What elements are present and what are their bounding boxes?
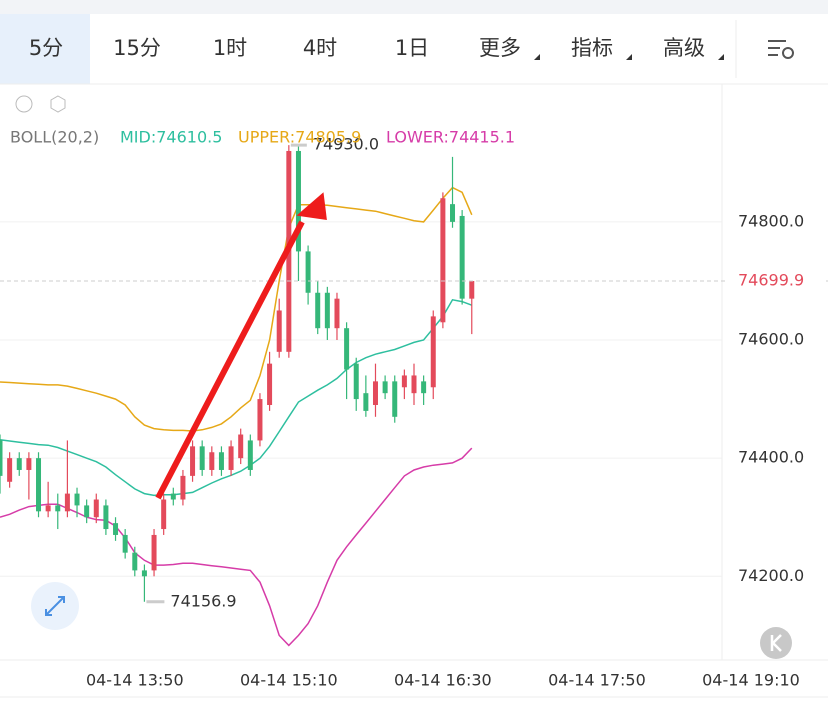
candle-body xyxy=(103,505,109,530)
x-tick-label: 04-14 17:50 xyxy=(548,671,646,690)
candle-body xyxy=(7,458,13,482)
candle-body xyxy=(295,150,301,252)
candle-body xyxy=(199,446,205,470)
candle-body xyxy=(209,452,215,470)
x-tick-label: 04-14 13:50 xyxy=(86,671,184,690)
boll-name: BOLL(20,2) xyxy=(10,128,99,147)
tab[interactable]: 1日 xyxy=(395,36,429,60)
candle-body xyxy=(16,458,22,470)
boll-line xyxy=(0,298,473,497)
tab[interactable]: 指标 xyxy=(571,36,613,60)
last-price-label: 74699.9 xyxy=(738,270,804,289)
candle-body xyxy=(36,458,42,512)
candle-body xyxy=(411,375,417,394)
candle-body xyxy=(305,251,311,293)
y-tick-label: 74800.0 xyxy=(738,211,804,230)
active-tab-bg xyxy=(0,14,90,84)
candle-body xyxy=(151,534,157,571)
candle-body xyxy=(238,434,244,459)
boll-mid: MID:74610.5 xyxy=(120,128,222,147)
candle-body xyxy=(247,440,253,470)
dropdown-caret xyxy=(626,54,632,60)
candle-body xyxy=(170,493,176,500)
boll-upper: UPPER:74805.9 xyxy=(238,128,361,147)
last-price-bg xyxy=(728,269,824,292)
tab[interactable]: 4时 xyxy=(303,36,337,60)
candle-body xyxy=(64,493,70,512)
expand-button[interactable] xyxy=(31,582,79,630)
collapse-icon[interactable] xyxy=(15,95,33,113)
candle-body xyxy=(276,310,282,352)
candle-body xyxy=(257,399,263,441)
settings-hex-icon[interactable] xyxy=(50,95,66,113)
candle-body xyxy=(93,499,99,518)
candle-body xyxy=(440,198,446,323)
candle-body xyxy=(363,393,369,411)
candle-body xyxy=(45,505,51,512)
candle-body xyxy=(315,292,321,329)
low-label: 74156.9 xyxy=(170,591,236,610)
y-tick-label: 74400.0 xyxy=(738,448,804,467)
boll-line xyxy=(0,447,473,647)
candle-body xyxy=(141,570,147,577)
candle-body xyxy=(372,381,378,405)
settings-icon[interactable] xyxy=(768,40,794,59)
k-button[interactable] xyxy=(760,627,792,659)
tab[interactable]: 15分 xyxy=(113,36,161,60)
tab[interactable]: 更多 xyxy=(479,36,521,60)
candle-body xyxy=(459,215,465,299)
candle-body xyxy=(190,446,196,476)
dropdown-caret xyxy=(534,54,540,60)
candle-body xyxy=(401,375,407,388)
candle-body xyxy=(392,381,398,417)
top-strip xyxy=(0,0,828,14)
candle-body xyxy=(132,552,138,571)
boll-line xyxy=(0,186,473,432)
candle-body xyxy=(161,499,167,530)
candle-body xyxy=(84,505,90,518)
trend-arrow xyxy=(155,192,327,500)
candle-body xyxy=(469,280,475,299)
candle-body xyxy=(180,475,186,500)
tab[interactable]: 1时 xyxy=(213,36,247,60)
candle-body xyxy=(344,328,350,370)
candle-body xyxy=(218,452,224,470)
candle-body xyxy=(74,493,80,506)
y-tick-label: 74600.0 xyxy=(738,330,804,349)
boll-lower: LOWER:74415.1 xyxy=(386,128,515,147)
high-label: 74930.0 xyxy=(313,135,379,154)
candle-body xyxy=(334,298,340,329)
candle-body xyxy=(324,292,330,329)
candle-body xyxy=(267,363,273,405)
candle-body xyxy=(122,534,128,553)
candle-body xyxy=(450,204,456,222)
candle-body xyxy=(0,440,3,476)
candle-body xyxy=(26,458,32,470)
y-tick-label: 74200.0 xyxy=(738,566,804,585)
x-tick-label: 04-14 15:10 xyxy=(240,671,338,690)
candle-body xyxy=(228,446,234,470)
tab[interactable]: 高级 xyxy=(663,36,705,60)
candle-body xyxy=(382,381,388,394)
candle-body xyxy=(353,363,359,400)
candle-body xyxy=(430,316,436,388)
candle-body xyxy=(421,381,427,394)
tab[interactable]: 5分 xyxy=(29,36,63,60)
x-tick-label: 04-14 16:30 xyxy=(394,671,492,690)
candle-body xyxy=(113,523,119,535)
dropdown-caret xyxy=(718,54,724,60)
x-tick-label: 04-14 19:10 xyxy=(702,671,800,690)
candle-body xyxy=(55,505,61,512)
